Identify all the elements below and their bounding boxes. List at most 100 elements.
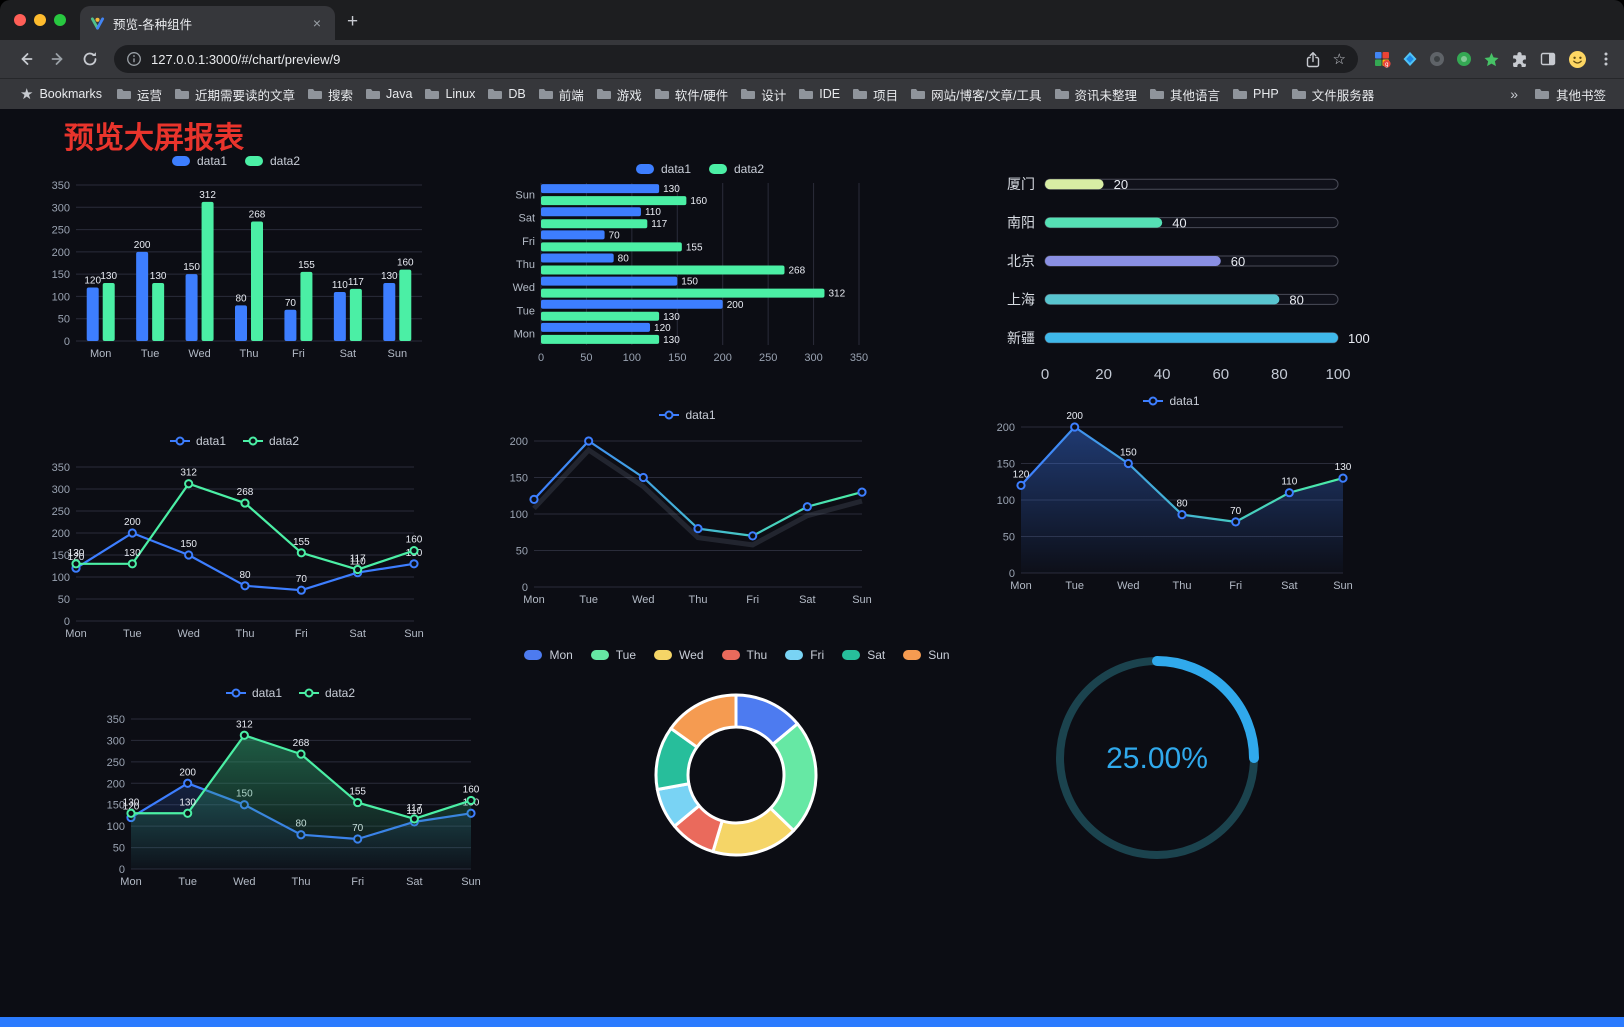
bookmark-folder[interactable]: 近期需要读的文章 (168, 82, 301, 107)
back-icon[interactable] (13, 46, 39, 72)
svg-text:155: 155 (293, 537, 310, 548)
legend-item[interactable]: Fri (783, 648, 824, 662)
bookmark-star-icon[interactable]: ☆ (1332, 51, 1346, 68)
svg-text:0: 0 (1009, 568, 1015, 580)
bookmark-folder[interactable]: 设计 (734, 82, 792, 107)
dark-circle-extension-icon[interactable] (1429, 51, 1445, 67)
legend-item[interactable]: Thu (720, 648, 767, 662)
svg-text:Fri: Fri (351, 876, 364, 888)
svg-text:80: 80 (1176, 499, 1188, 510)
svg-text:150: 150 (997, 459, 1015, 471)
bookmark-folder[interactable]: 项目 (846, 82, 904, 107)
window-controls (14, 14, 66, 26)
address-bar[interactable]: 127.0.0.1:3000/#/chart/preview/9 ☆ (114, 45, 1358, 73)
minimize-window-button[interactable] (34, 14, 46, 26)
legend-item[interactable]: data1 (658, 408, 716, 422)
svg-text:Sun: Sun (852, 594, 872, 606)
grouped-bar-chart[interactable]: data1 data2 0 50 100 150 200 250 300 350 Mon 120 130… (40, 151, 430, 363)
svg-text:50: 50 (113, 843, 125, 855)
bookmark-folder[interactable]: 游戏 (590, 82, 648, 107)
zoom-window-button[interactable] (54, 14, 66, 26)
browser-tab[interactable]: 预览-各种组件 × (80, 6, 335, 40)
menu-icon[interactable] (1598, 51, 1614, 67)
bookmarks-overflow-chevron[interactable]: » (1510, 86, 1518, 102)
profile-avatar[interactable] (1568, 50, 1587, 69)
legend-item[interactable]: data1 (634, 162, 691, 176)
legend-item[interactable]: data2 (707, 162, 764, 176)
bookmark-folder[interactable]: 搜索 (301, 82, 359, 107)
svg-text:120: 120 (84, 276, 101, 287)
legend-item[interactable]: Wed (652, 648, 704, 662)
grid-extension-icon[interactable]: g (1374, 51, 1391, 68)
legend-item[interactable]: data1 (1142, 394, 1200, 408)
svg-text:Wed: Wed (233, 876, 255, 888)
tab-close-icon[interactable]: × (312, 15, 322, 31)
svg-text:110: 110 (350, 557, 366, 568)
legend-item[interactable]: Sat (840, 648, 885, 662)
svg-text:Mon: Mon (1010, 580, 1031, 592)
area-line-chart[interactable]: data1 0 50 100 150 200 Mon Tue Wed Thu Fri Sat Sun 12… (985, 391, 1357, 595)
gradient-line-chart[interactable]: data1 0 50 100 150 200 Mon Tue Wed Thu Fri Sat Sun (498, 405, 876, 609)
legend-item[interactable]: data2 (298, 686, 355, 700)
svg-text:100: 100 (52, 291, 70, 303)
svg-text:200: 200 (714, 352, 732, 364)
svg-text:Tue: Tue (178, 876, 197, 888)
svg-text:50: 50 (580, 352, 592, 364)
folder-icon (1150, 89, 1165, 99)
close-window-button[interactable] (14, 14, 26, 26)
bookmark-folder[interactable]: 运营 (110, 82, 168, 107)
bookmark-folder[interactable]: 软件/硬件 (648, 82, 734, 107)
url-text: 127.0.0.1:3000/#/chart/preview/9 (151, 51, 341, 67)
legend-item[interactable]: Tue (589, 648, 636, 662)
kite-extension-icon[interactable] (1402, 51, 1418, 67)
chart-canvas: 0 50 100 150 200 Mon Tue Wed Thu Fri Sat Sun (510, 436, 872, 606)
bookmark-folder[interactable]: 其他语言 (1143, 82, 1226, 107)
svg-text:160: 160 (690, 196, 707, 207)
folder-icon (116, 89, 131, 99)
chart-canvas: 0 50 100 150 200 250 300 350 Mon Tue Wed Thu Fri Sat S… (52, 462, 424, 640)
other-bookmarks[interactable]: 其他书签 (1528, 82, 1612, 107)
line-chart[interactable]: data1 data2 0 50 100 150 200 250 300 350 Mon Tue Wed… (40, 431, 428, 643)
bookmarks-root[interactable]: ★ Bookmarks (12, 82, 110, 106)
chart-legend: data1 (498, 405, 876, 425)
svg-text:Sat: Sat (349, 628, 366, 640)
bookmark-folder[interactable]: Java (359, 84, 418, 104)
reload-icon[interactable] (77, 46, 103, 72)
bookmark-folder[interactable]: IDE (792, 84, 846, 104)
legend-item[interactable]: data1 (225, 686, 282, 700)
bookmark-folder[interactable]: DB (481, 84, 531, 104)
bookmark-folder[interactable]: 网站/博客/文章/工具 (904, 82, 1047, 107)
legend-item[interactable]: data1 (169, 434, 226, 448)
legend-item[interactable]: data1 (170, 154, 227, 168)
bookmark-folder[interactable]: 前端 (532, 82, 590, 107)
folder-icon (799, 89, 814, 99)
bookmark-folder[interactable]: PHP (1226, 84, 1285, 104)
legend-item[interactable]: data2 (242, 434, 299, 448)
share-icon[interactable] (1305, 51, 1321, 68)
green-star-extension-icon[interactable] (1483, 51, 1500, 68)
svg-text:南阳: 南阳 (1007, 215, 1035, 231)
horizontal-bar-chart[interactable]: data1 data2 0 50 100 150 200 250 300 350 Mon 120 130… (503, 159, 895, 367)
svg-text:Sun: Sun (461, 876, 481, 888)
puzzle-extensions-icon[interactable] (1511, 51, 1528, 68)
svg-text:Wed: Wed (188, 348, 210, 360)
donut-chart[interactable]: Mon Tue Wed Thu Fri Sat Sun (524, 645, 950, 865)
gauge-progress-chart[interactable]: 25.00% (1040, 647, 1274, 869)
bookmark-folder[interactable]: Linux (418, 84, 481, 104)
svg-text:Fri: Fri (746, 594, 759, 606)
legend-item[interactable]: data2 (243, 154, 300, 168)
forward-icon[interactable] (45, 46, 71, 72)
legend-item[interactable]: Sun (901, 648, 950, 662)
site-info-icon[interactable] (126, 51, 142, 67)
reader-mode-icon[interactable] (1539, 50, 1557, 68)
svg-text:Sat: Sat (406, 876, 423, 888)
new-tab-button[interactable]: + (347, 11, 359, 32)
stacked-area-line-chart[interactable]: data1 data2 0 50 100 150 200 250 300 350 Mon Tue Wed… (95, 683, 485, 891)
legend-item[interactable]: Mon (522, 648, 573, 662)
capsule-progress-chart[interactable]: 厦门 20 南阳 40 北京 60 上海 80 新疆 100 0 20 40 60 80 100 (995, 165, 1370, 387)
green-circle-extension-icon[interactable] (1456, 51, 1472, 67)
svg-text:120: 120 (68, 552, 85, 563)
bookmark-folder[interactable]: 文件服务器 (1285, 82, 1381, 107)
bookmark-folder[interactable]: 资讯未整理 (1048, 82, 1144, 107)
